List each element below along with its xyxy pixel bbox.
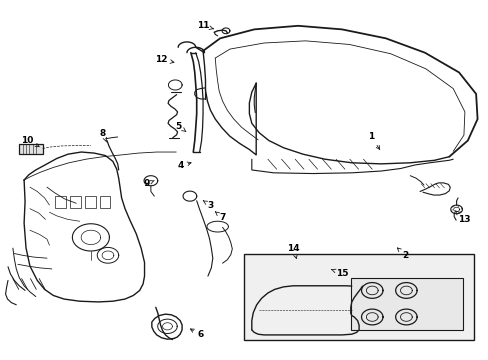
Bar (70, 197, 81, 208)
Text: 13: 13 (455, 211, 469, 224)
Bar (19, 144, 42, 154)
Text: 11: 11 (196, 21, 213, 30)
Text: 6: 6 (190, 329, 203, 339)
Text: 8: 8 (100, 129, 106, 142)
Bar (100, 197, 110, 208)
Text: 14: 14 (286, 244, 299, 258)
Text: 9: 9 (143, 179, 154, 188)
Text: 12: 12 (155, 55, 174, 64)
Text: 4: 4 (178, 161, 191, 170)
Bar (244, 253, 473, 339)
Text: 10: 10 (21, 136, 39, 147)
Text: 2: 2 (397, 248, 407, 260)
Bar (350, 278, 462, 330)
Text: 3: 3 (203, 201, 213, 210)
Bar (55, 197, 66, 208)
Text: 15: 15 (331, 269, 347, 278)
Bar (85, 197, 96, 208)
Text: 5: 5 (175, 122, 185, 131)
Text: 1: 1 (367, 132, 379, 149)
Text: 7: 7 (215, 212, 225, 222)
